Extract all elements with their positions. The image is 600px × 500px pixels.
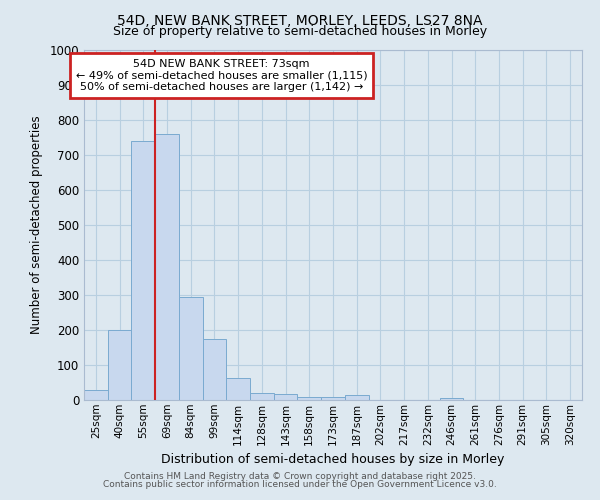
Bar xyxy=(84,390,108,400)
X-axis label: Distribution of semi-detached houses by size in Morley: Distribution of semi-detached houses by … xyxy=(161,453,505,466)
Bar xyxy=(440,398,463,400)
Text: 54D, NEW BANK STREET, MORLEY, LEEDS, LS27 8NA: 54D, NEW BANK STREET, MORLEY, LEEDS, LS2… xyxy=(117,14,483,28)
Bar xyxy=(321,396,345,400)
Bar xyxy=(108,330,131,400)
Bar xyxy=(298,396,321,400)
Bar xyxy=(179,296,203,400)
Bar xyxy=(203,339,226,400)
Bar xyxy=(155,134,179,400)
Text: 54D NEW BANK STREET: 73sqm
← 49% of semi-detached houses are smaller (1,115)
50%: 54D NEW BANK STREET: 73sqm ← 49% of semi… xyxy=(76,58,367,92)
Bar xyxy=(274,394,298,400)
Text: Contains HM Land Registry data © Crown copyright and database right 2025.: Contains HM Land Registry data © Crown c… xyxy=(124,472,476,481)
Text: Size of property relative to semi-detached houses in Morley: Size of property relative to semi-detach… xyxy=(113,25,487,38)
Bar xyxy=(250,393,274,400)
Text: Contains public sector information licensed under the Open Government Licence v3: Contains public sector information licen… xyxy=(103,480,497,489)
Y-axis label: Number of semi-detached properties: Number of semi-detached properties xyxy=(29,116,43,334)
Bar xyxy=(345,396,368,400)
Bar xyxy=(131,141,155,400)
Bar xyxy=(226,378,250,400)
